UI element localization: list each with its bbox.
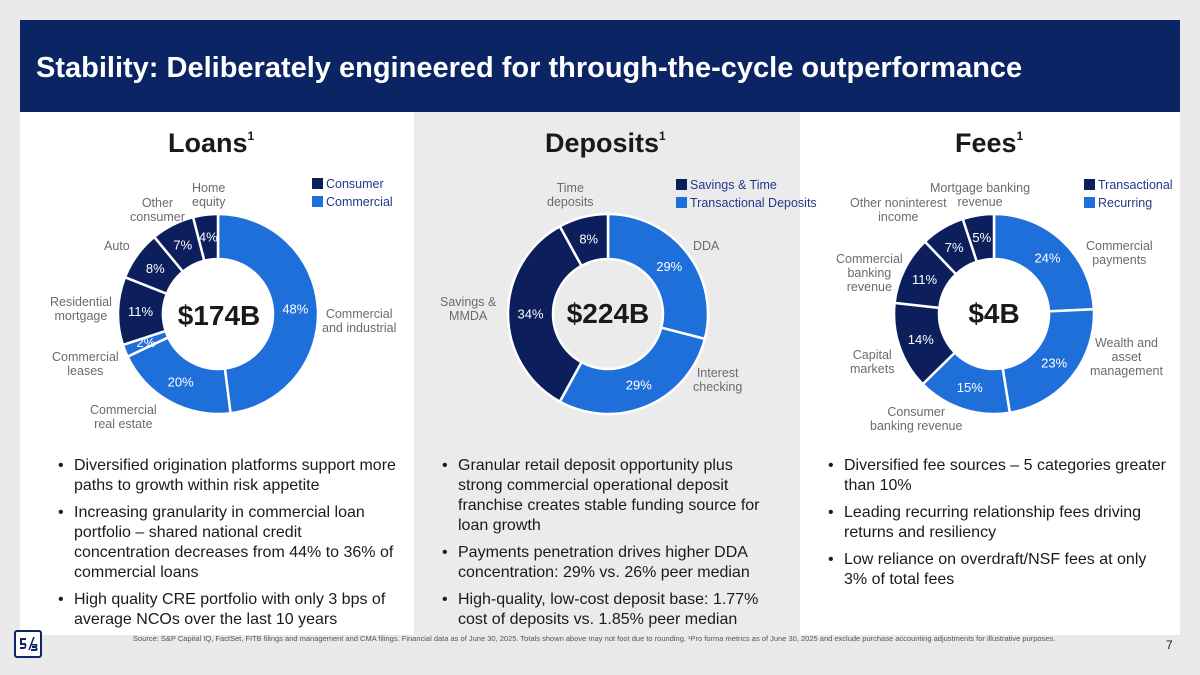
deposits-label-savings-mmda: Savings & MMDA [440, 295, 497, 323]
deposits-slice-interest-checking [558, 326, 707, 416]
list-item: Leading recurring relationship fees driv… [826, 503, 1166, 543]
page-number: 7 [1166, 638, 1173, 652]
footnote: Source: S&P Capital IQ, FactSet, FITB fi… [133, 634, 1056, 643]
title-bar: Stability: Deliberately engineered for t… [20, 20, 1180, 112]
list-item: High quality CRE portfolio with only 3 b… [56, 590, 396, 630]
loans-label-ci: Commercial and industrial [322, 307, 397, 335]
loans-heading: Loans1 [168, 128, 255, 158]
loans-legend-commercial: Commercial [312, 195, 393, 209]
loans-pct-label: 11% [128, 304, 153, 319]
loans-label-leases: Commercial leases [52, 350, 119, 378]
deposits-pct-label: 29% [626, 378, 652, 393]
deposits-label-interest-checking: Interest checking [693, 366, 743, 394]
fees-pct-label: 5% [972, 230, 991, 245]
fees-pct-label: 11% [912, 272, 937, 287]
fees-label-commercial-banking: Commercial banking revenue [836, 252, 903, 294]
loans-legend-consumer: Consumer [312, 177, 384, 191]
loans-slice-home-equity [191, 212, 220, 263]
loans-pct-label: 48% [282, 302, 308, 317]
deposits-donut-chart: 29% 29% 34% 8% [506, 212, 710, 416]
fees-pct-label: 14% [908, 332, 934, 347]
legend-swatch [1084, 179, 1095, 190]
loans-bullets: Diversified origination platforms suppor… [56, 456, 396, 637]
fees-label-other-noninterest: Other noninterest income [850, 196, 947, 224]
fees-label-commercial-payments: Commercial payments [1086, 239, 1153, 267]
list-item: Diversified origination platforms suppor… [56, 456, 396, 496]
loans-label-home-equity: Home equity [192, 181, 226, 209]
fees-total: $4B [968, 298, 1020, 329]
deposits-pct-label: 8% [579, 231, 598, 246]
deposits-total: $224B [566, 298, 650, 329]
legend-swatch [1084, 197, 1095, 208]
page-title: Stability: Deliberately engineered for t… [36, 52, 1023, 84]
legend-swatch [676, 179, 687, 190]
fees-slice-wealth-and-asset-management [1001, 307, 1096, 415]
deposits-legend-transactional: Transactional Deposits [676, 196, 817, 210]
loans-label-cre: Commercial real estate [90, 403, 157, 431]
deposits-slice-savings-mmda [506, 224, 584, 404]
list-item: Low reliance on overdraft/NSF fees at on… [826, 550, 1166, 590]
loans-label-residential: Residential mortgage [50, 295, 112, 323]
list-item: Payments penetration drives higher DDA c… [440, 543, 780, 583]
legend-swatch [676, 197, 687, 208]
list-item: Diversified fee sources – 5 categories g… [826, 456, 1166, 496]
deposits-bullets: Granular retail deposit opportunity plus… [440, 456, 780, 637]
fees-pct-label: 23% [1041, 355, 1067, 370]
fees-pct-label: 15% [957, 380, 983, 395]
fees-legend-transactional: Transactional [1084, 178, 1173, 192]
fees-label-consumer-banking: Consumer banking revenue [870, 405, 963, 433]
fees-label-wealth: Wealth and asset management [1090, 336, 1163, 378]
fees-pct-label: 7% [945, 240, 964, 255]
list-item: Granular retail deposit opportunity plus… [440, 456, 780, 536]
deposits-label-time-deposits: Time deposits [547, 181, 594, 209]
list-item: High-quality, low-cost deposit base: 1.7… [440, 590, 780, 630]
deposits-label-dda: DDA [693, 239, 720, 253]
loans-pct-label: 20% [168, 374, 194, 389]
loans-pct-label: 4% [199, 230, 218, 245]
fifth-third-logo-icon [14, 630, 42, 658]
loans-label-auto: Auto [104, 239, 130, 253]
fees-bullets: Diversified fee sources – 5 categories g… [826, 456, 1166, 597]
deposits-legend-savings-time: Savings & Time [676, 178, 777, 192]
loans-label-other-consumer: Other consumer [130, 196, 185, 224]
deposits-pct-label: 34% [517, 307, 543, 322]
list-item: Increasing granularity in commercial loa… [56, 503, 396, 583]
deposits-slice-dda [606, 212, 710, 341]
loans-slice-commercial-and-industrial [216, 212, 320, 415]
loans-pct-label: 7% [173, 237, 192, 252]
deposits-pct-label: 29% [656, 259, 682, 274]
fees-heading: Fees1 [955, 128, 1024, 158]
fees-label-capital-markets: Capital markets [850, 348, 895, 376]
loans-donut-chart: 48%20%2%11%8%7%4% [116, 212, 320, 416]
fees-slice-commercial-payments [992, 212, 1096, 313]
fees-legend-recurring: Recurring [1084, 196, 1152, 210]
deposits-heading: Deposits1 [545, 128, 666, 158]
legend-swatch [312, 178, 323, 189]
loans-total: $174B [177, 300, 261, 331]
deposits-slice-time-deposits [558, 212, 610, 268]
fees-label-mortgage-banking: Mortgage banking revenue [930, 181, 1031, 209]
fees-pct-label: 24% [1034, 250, 1060, 265]
legend-swatch [312, 196, 323, 207]
fees-donut-chart: 24% 23% 15% 14% 11% 7% 5% [892, 212, 1096, 416]
fees-slice-mortgage-banking-revenue [961, 212, 996, 264]
loans-pct-label: 8% [146, 261, 165, 276]
